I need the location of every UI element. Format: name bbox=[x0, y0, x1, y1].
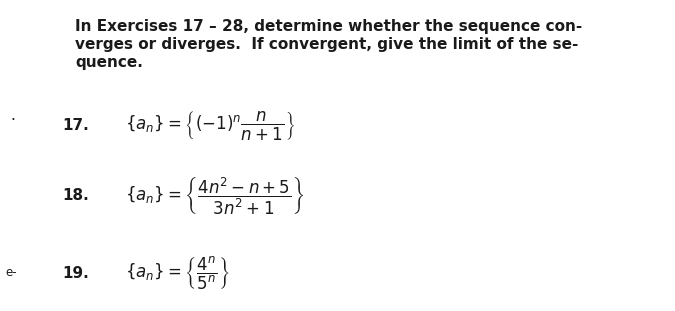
Text: e-: e- bbox=[5, 267, 17, 280]
Text: verges or diverges.  If convergent, give the limit of the se-: verges or diverges. If convergent, give … bbox=[75, 37, 578, 52]
Text: .: . bbox=[10, 109, 15, 123]
Text: $\{a_n\} = \left\{\dfrac{4^n}{5^n}\right\}$: $\{a_n\} = \left\{\dfrac{4^n}{5^n}\right… bbox=[125, 254, 230, 292]
Text: $\{a_n\} = \left\{(-1)^n\dfrac{n}{n+1}\right\}$: $\{a_n\} = \left\{(-1)^n\dfrac{n}{n+1}\r… bbox=[125, 109, 295, 142]
Text: $\{a_n\} = \left\{\dfrac{4n^2 - n + 5}{3n^2 + 1}\right\}$: $\{a_n\} = \left\{\dfrac{4n^2 - n + 5}{3… bbox=[125, 175, 304, 217]
Text: 19.: 19. bbox=[62, 266, 88, 281]
Text: 18.: 18. bbox=[62, 188, 88, 203]
Text: 17.: 17. bbox=[62, 118, 88, 133]
Text: In Exercises 17 – 28, determine whether the sequence con-: In Exercises 17 – 28, determine whether … bbox=[75, 19, 583, 34]
Text: quence.: quence. bbox=[75, 55, 143, 70]
